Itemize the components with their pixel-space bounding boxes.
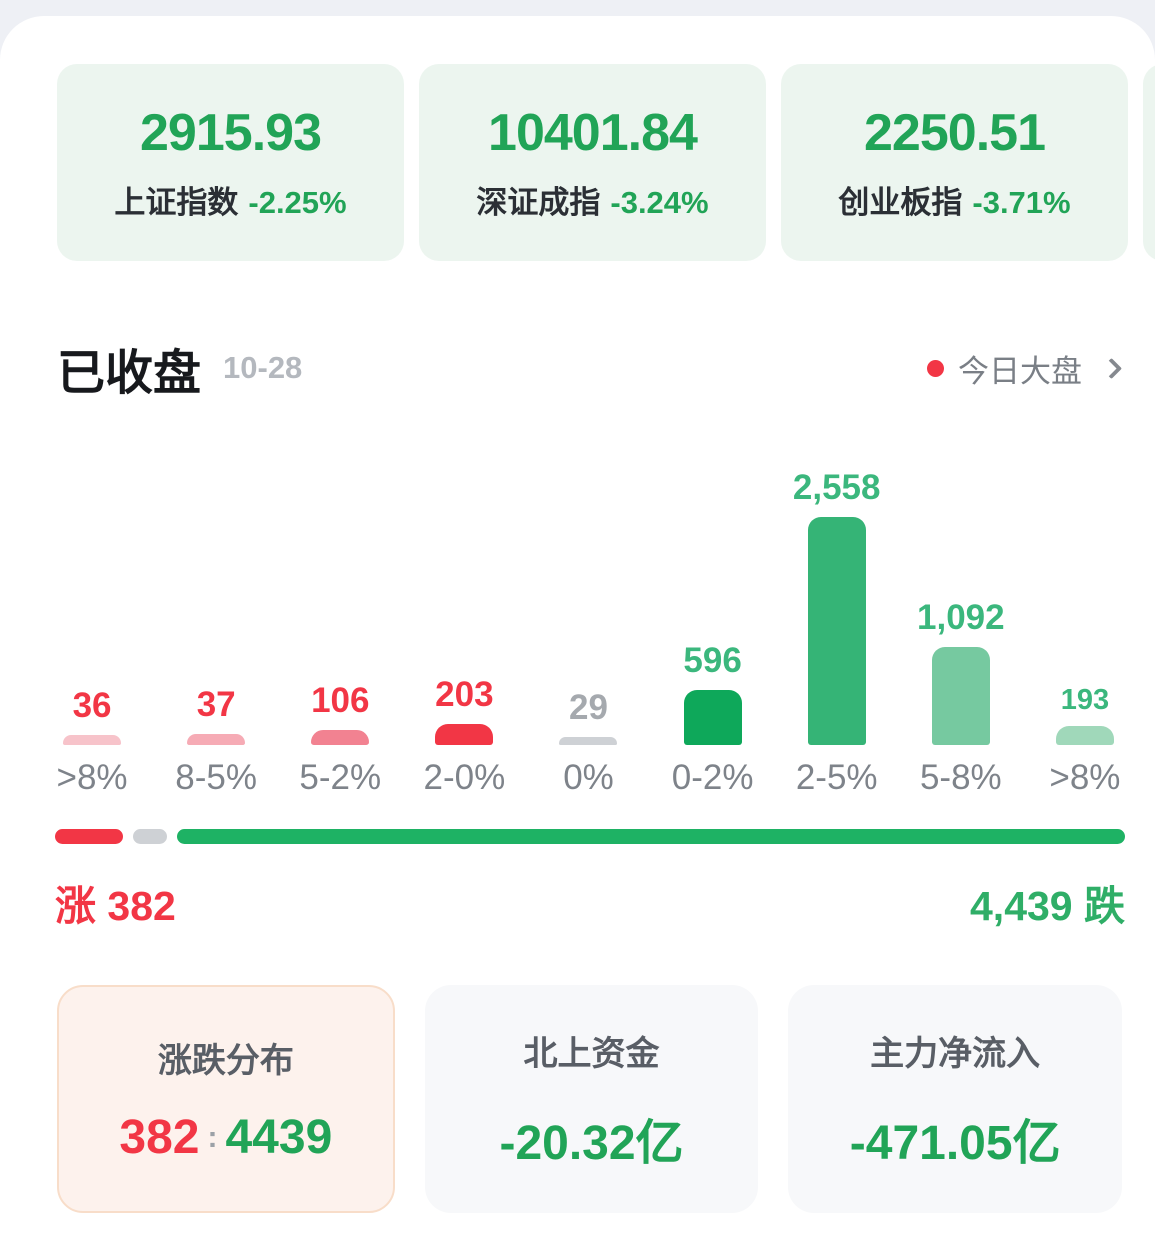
index-label-row: 创业板指 -3.71%	[838, 177, 1070, 222]
bar-zone: 596	[683, 450, 742, 745]
advancers-count: 涨 382	[55, 883, 176, 929]
bar-zone: 29	[559, 450, 618, 745]
bar-value-label: 29	[569, 688, 608, 727]
index-name: 上证指数	[114, 185, 239, 220]
bar-category-label: 0%	[563, 758, 614, 797]
bar-category-label: 0-2%	[671, 758, 754, 797]
bar-zone: 37	[187, 450, 246, 745]
index-card-row: 2915.93 上证指数 -2.25% 10401.84 深证成指 -3.24%…	[57, 64, 1155, 261]
bar-value-label: 1,092	[917, 598, 1005, 637]
breadth-flat-segment	[133, 829, 167, 844]
summary-card-row: 涨跌分布 382 : 4439 北上资金 -20.32亿 主力净流入 -471.…	[57, 985, 1123, 1213]
index-change: -3.24%	[610, 185, 709, 220]
bar	[807, 517, 866, 745]
today-market-link[interactable]: 今日大盘	[927, 346, 1125, 391]
ratio-down-value: 4439	[225, 1111, 333, 1164]
bar-value-label: 596	[683, 641, 742, 680]
breadth-down-segment	[177, 829, 1125, 844]
index-card[interactable]: 10401.84 深证成指 -3.24%	[419, 64, 766, 261]
red-dot-icon	[927, 359, 944, 377]
index-card[interactable]: 2915.93 上证指数 -2.25%	[57, 64, 404, 261]
chart-column: 2,558 2-5%	[775, 450, 899, 798]
northbound-value: -20.32亿	[499, 1116, 684, 1170]
bar-value-label: 193	[1060, 684, 1110, 716]
breadth-bar	[55, 829, 1125, 844]
chart-column: 36 >8%	[30, 450, 154, 798]
bar-zone: 106	[311, 450, 369, 745]
distribution-title: 涨跌分布	[157, 1042, 294, 1080]
chart-column: 106 5-2%	[278, 450, 402, 798]
market-status-title: 已收盘	[57, 347, 202, 400]
breadth-up-segment	[55, 829, 123, 844]
summary-card-distribution[interactable]: 涨跌分布 382 : 4439	[57, 985, 395, 1213]
bar-category-label: 5-8%	[919, 758, 1002, 797]
bar-value-label: 106	[311, 681, 370, 720]
chart-column: 193 >8%	[1023, 450, 1147, 798]
bar-zone: 203	[435, 450, 494, 745]
chart-column: 1,092 5-8%	[899, 450, 1023, 798]
bar-category-label: 2-0%	[423, 758, 506, 797]
summary-card-northbound[interactable]: 北上资金 -20.32亿	[424, 985, 759, 1213]
ratio-up-value: 382	[119, 1111, 200, 1164]
index-value: 2915.93	[140, 104, 322, 162]
summary-card-main-inflow[interactable]: 主力净流入 -471.05亿	[788, 985, 1123, 1213]
chart-columns: 36 >8% 37 8-5% 106 5-2% 203 2-0% 29 0%	[30, 450, 1147, 798]
bar	[931, 647, 990, 745]
bar-value-label: 37	[196, 685, 236, 724]
bar	[311, 730, 370, 745]
bar-category-label: >8%	[56, 758, 128, 797]
bar-zone: 1,092	[917, 450, 1005, 745]
ratio-separator: :	[207, 1120, 218, 1154]
bar-value-label: 203	[435, 675, 494, 714]
decliners-count: 4,439 跌	[970, 883, 1125, 929]
chart-column: 203 2-0%	[402, 450, 526, 798]
market-date: 10-28	[223, 350, 303, 385]
bar	[559, 737, 618, 745]
index-change: -2.25%	[248, 185, 347, 220]
breadth-labels: 涨 382 4,439 跌	[55, 872, 1125, 932]
distribution-chart: 36 >8% 37 8-5% 106 5-2% 203 2-0% 29 0%	[30, 450, 1147, 798]
bar	[63, 735, 122, 745]
index-name: 深证成指	[476, 185, 601, 220]
market-header: 已收盘 10-28 今日大盘	[57, 336, 1125, 400]
index-card[interactable]: 2250.51 创业板指 -3.71%	[781, 64, 1128, 261]
index-card-partial[interactable]	[1143, 64, 1155, 261]
chevron-right-icon	[1100, 357, 1123, 379]
index-label-row: 上证指数 -2.25%	[114, 177, 346, 222]
index-value: 10401.84	[488, 104, 698, 162]
today-market-label: 今日大盘	[958, 353, 1082, 389]
bar-category-label: 2-5%	[795, 758, 878, 797]
chart-column: 596 0-2%	[651, 450, 775, 798]
bar-zone: 2,558	[793, 450, 881, 745]
bar-category-label: >8%	[1049, 758, 1121, 797]
main-inflow-value: -471.05亿	[849, 1116, 1061, 1170]
distribution-ratio: 382 : 4439	[119, 1110, 332, 1165]
main-inflow-title: 主力净流入	[870, 1034, 1041, 1073]
bar-value-label: 36	[72, 686, 112, 725]
bar-zone: 36	[63, 450, 122, 745]
bar-category-label: 5-2%	[299, 758, 382, 797]
index-value: 2250.51	[864, 104, 1046, 162]
bar	[187, 734, 246, 745]
bar-zone: 193	[1055, 450, 1114, 745]
bar-category-label: 8-5%	[175, 758, 258, 797]
index-name: 创业板指	[838, 185, 963, 220]
chart-column: 37 8-5%	[154, 450, 278, 798]
bar	[683, 690, 742, 745]
index-change: -3.71%	[972, 185, 1071, 220]
bar	[1055, 726, 1114, 745]
index-label-row: 深证成指 -3.24%	[476, 177, 708, 222]
bar	[435, 724, 494, 745]
bar-value-label: 2,558	[792, 468, 881, 507]
northbound-title: 北上资金	[523, 1034, 660, 1073]
chart-column: 29 0%	[526, 450, 650, 798]
